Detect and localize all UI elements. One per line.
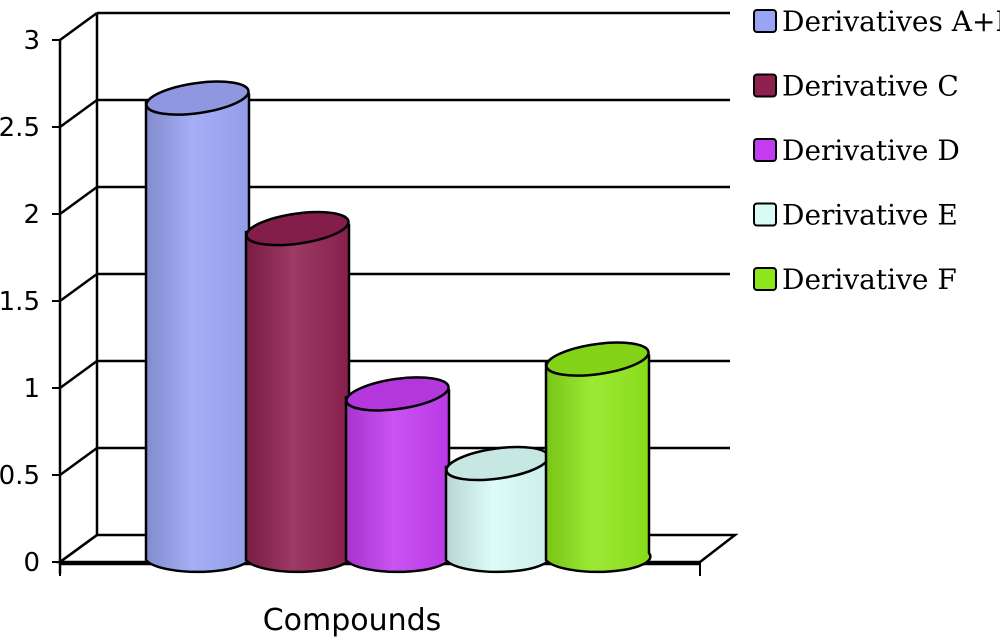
bar-top xyxy=(545,341,650,377)
legend: Derivatives A+B Derivative C Derivative D D… xyxy=(753,5,1000,296)
y-tick-label: 1.5 xyxy=(0,287,40,317)
legend-swatch xyxy=(753,73,777,98)
y-tick-label: 1 xyxy=(23,374,40,404)
legend-item: Derivative C xyxy=(753,70,959,103)
legend-label: Derivative C xyxy=(782,70,959,103)
legend-label: Derivative F xyxy=(782,263,957,296)
legend-swatch xyxy=(753,9,777,33)
y-tick-label: 2.5 xyxy=(0,113,40,143)
legend-item: Derivative F xyxy=(753,263,957,296)
y-tick-label: 0.5 xyxy=(0,461,40,491)
bar xyxy=(444,445,552,574)
bars xyxy=(144,80,652,574)
bar-body xyxy=(544,354,652,574)
gridline-connector xyxy=(59,98,98,129)
x-axis-title: Compounds xyxy=(263,603,442,638)
gridline-connector xyxy=(59,272,98,303)
y-tick-labels: 0 0.5 1 1.5 2 2.5 3 xyxy=(0,26,40,578)
legend-swatch xyxy=(753,267,777,291)
gridline-connector xyxy=(59,446,98,477)
bar-body xyxy=(344,389,452,574)
legend-label: Derivative D xyxy=(782,134,960,167)
gridline-connector xyxy=(59,185,98,216)
y-tick-label: 2 xyxy=(23,200,40,230)
bar xyxy=(544,341,652,574)
legend-item: Derivative E xyxy=(753,199,958,232)
legend-item: Derivative D xyxy=(753,134,960,167)
bar-body xyxy=(244,223,352,574)
y-tick-label: 0 xyxy=(23,548,40,578)
bar xyxy=(244,210,352,574)
bar xyxy=(144,80,252,574)
bar-top xyxy=(345,376,450,412)
legend-swatch xyxy=(753,202,777,227)
bar-top xyxy=(145,80,250,116)
bar-body xyxy=(144,93,252,574)
gridline-connector xyxy=(59,359,98,390)
legend-swatch xyxy=(753,138,777,162)
legend-item: Derivatives A+B xyxy=(753,5,1000,38)
legend-label: Derivatives A+B xyxy=(782,5,1000,38)
bar xyxy=(344,376,452,574)
y-tick-label: 3 xyxy=(23,26,40,56)
legend-label: Derivative E xyxy=(782,199,958,232)
gridline-connector xyxy=(59,11,98,42)
bar-top xyxy=(245,210,350,247)
